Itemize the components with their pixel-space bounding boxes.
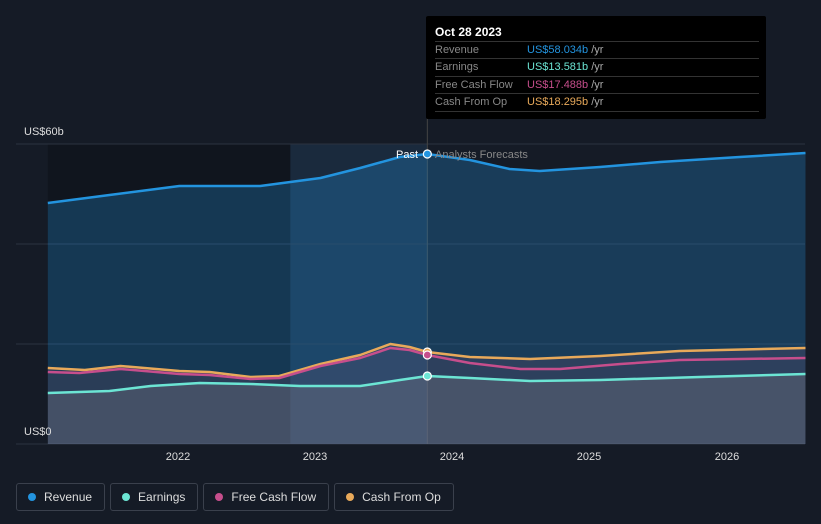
series-line-earnings (47, 372, 806, 395)
x-tick-label: 2023 (302, 451, 328, 463)
x-tick-label: 2024 (439, 451, 465, 463)
tooltip-row-fcf: Free Cash Flow US$17.488b /yr (435, 76, 759, 94)
past-label: Past (396, 149, 419, 161)
tooltip-date: Oct 28 2023 (435, 25, 502, 39)
legend-free-cash-flow[interactable]: Free Cash Flow (203, 483, 330, 511)
past-background (47, 144, 291, 444)
series-line-free-cash-flow (47, 346, 806, 381)
y-tick-label: US$0 (24, 426, 52, 438)
x-tick-label: 2022 (165, 451, 191, 463)
revenue-area (47, 153, 806, 444)
tooltip-value: US$18.295b /yr (527, 96, 604, 108)
tooltip-label: Cash From Op (435, 96, 508, 108)
cashflow-area (47, 344, 806, 444)
dot-icon (122, 493, 131, 501)
legend-earnings[interactable]: Earnings (110, 483, 199, 511)
tooltip-label: Revenue (435, 44, 480, 56)
data-point-marker (422, 149, 432, 159)
data-point-marker (422, 350, 432, 360)
earnings-area (47, 374, 806, 444)
forecast-label: Analysts Forecasts (435, 149, 528, 161)
tooltip-value: US$13.581b /yr (527, 61, 604, 73)
tooltip: Oct 28 2023 Revenue US$58.034b /yr Earnin… (426, 16, 766, 119)
highlight-region (290, 144, 428, 444)
series-line-cash-from-op (47, 342, 806, 379)
tooltip-row-cfo: Cash From Op US$18.295b /yr (435, 93, 759, 112)
tooltip-row-revenue: Revenue US$58.034b /yr (435, 41, 759, 59)
dot-icon (215, 493, 224, 501)
legend-cash-from-op[interactable]: Cash From Op (334, 483, 454, 511)
tooltip-value: US$17.488b /yr (527, 79, 604, 91)
tooltip-row-earnings: Earnings US$13.581b /yr (435, 58, 759, 76)
legend: Revenue Earnings Free Cash Flow Cash Fro… (16, 483, 454, 511)
x-tick-label: 2025 (576, 451, 602, 463)
y-tick-label: US$60b (24, 126, 64, 138)
tooltip-label: Earnings (435, 61, 479, 73)
dot-icon (28, 493, 36, 501)
dot-icon (346, 493, 355, 501)
data-point-marker (422, 371, 432, 381)
tooltip-value: US$58.034b /yr (527, 44, 604, 56)
legend-revenue[interactable]: Revenue (16, 483, 106, 511)
tooltip-label: Free Cash Flow (435, 79, 513, 91)
x-tick-label: 2026 (714, 451, 740, 463)
